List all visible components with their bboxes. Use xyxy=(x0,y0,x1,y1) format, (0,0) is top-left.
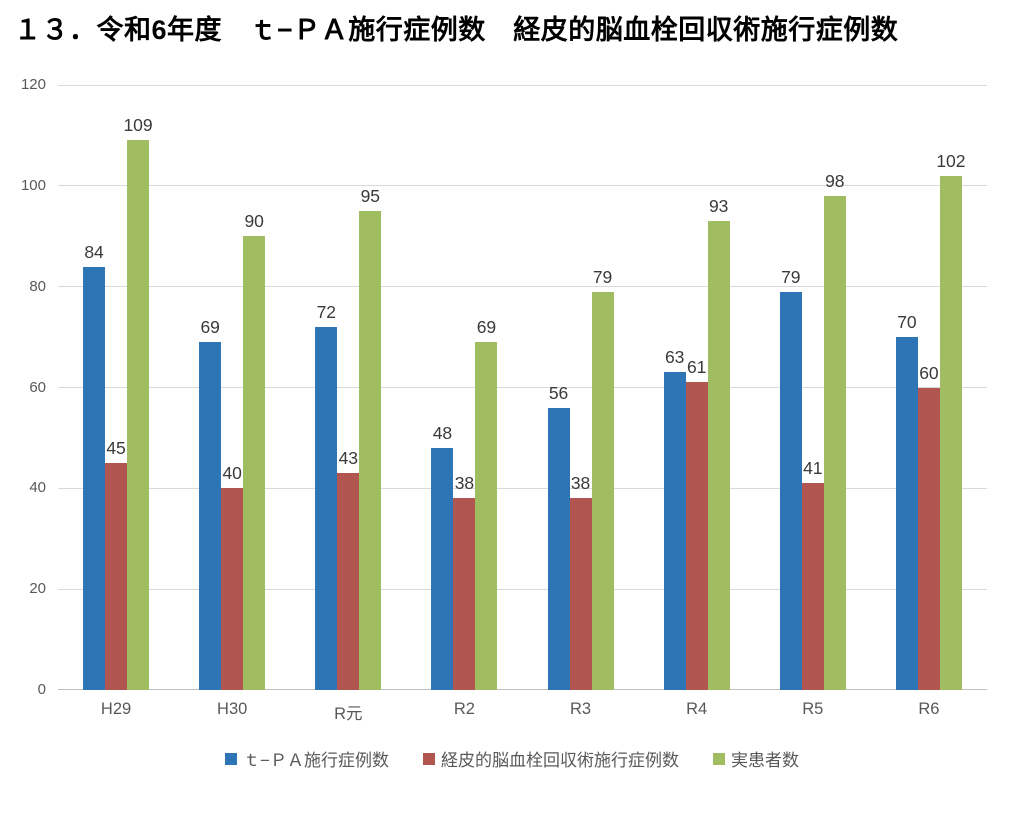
legend-item-series2: 経皮的脳血栓回収術施行症例数 xyxy=(422,746,679,771)
legend-swatch-icon xyxy=(225,752,238,765)
bar-series3-H30 xyxy=(243,236,266,690)
bar-value-label: 61 xyxy=(686,357,707,378)
bar-value-label: 56 xyxy=(548,382,569,403)
bar-value-label: 60 xyxy=(919,362,939,383)
legend-label: ｔ−ＰＡ施行症例数 xyxy=(243,751,389,770)
x-axis-category-label: R元 xyxy=(334,705,363,723)
bar-series3-R3 xyxy=(591,291,614,690)
bar-series2-R4 xyxy=(685,382,708,690)
bar-value-label: 70 xyxy=(897,312,917,333)
bar-series3-H29 xyxy=(127,140,150,690)
bar-series2-H29 xyxy=(105,463,128,690)
x-axis: H29 H30 R元 R2 R3 R4 R5 R6 xyxy=(58,700,987,724)
x-axis-category-label: R6 xyxy=(918,700,940,718)
bar-value-label: 38 xyxy=(454,473,475,494)
bar-value-label: 41 xyxy=(803,458,823,479)
bar-value-label: 90 xyxy=(244,211,264,232)
gridline-60 xyxy=(58,387,987,388)
bar-series3-R元 xyxy=(359,211,382,690)
bar-value-label: 40 xyxy=(222,463,242,484)
bar-series3-R4 xyxy=(707,221,730,690)
bar-series3-R2 xyxy=(475,342,498,690)
legend-swatch-icon xyxy=(422,752,435,765)
legend-item-series3: 実患者数 xyxy=(712,746,799,771)
gridline-120 xyxy=(58,84,987,86)
bar-series1-H30 xyxy=(199,342,222,690)
bar-value-label: 93 xyxy=(708,196,729,217)
bar-value-label: 79 xyxy=(781,266,801,287)
bar-value-label: 43 xyxy=(338,448,359,469)
bar-value-label: 63 xyxy=(664,347,685,368)
y-axis-tick-label: 80 xyxy=(29,277,46,295)
bar-series1-H29 xyxy=(83,266,106,690)
legend-swatch-icon xyxy=(712,752,725,765)
bar-series1-R元 xyxy=(315,327,338,690)
bar-value-label: 109 xyxy=(123,115,153,136)
gridline-0 xyxy=(58,689,987,690)
bar-series1-R4 xyxy=(663,372,686,690)
bar-value-label: 72 xyxy=(316,302,337,322)
bar-value-label: 102 xyxy=(936,150,966,171)
x-axis-category-label: H29 xyxy=(100,700,132,718)
bar-value-label: 69 xyxy=(476,317,497,338)
legend-label: 経皮的脳血栓回収術施行症例数 xyxy=(440,751,679,770)
bar-series1-R6 xyxy=(895,337,918,690)
bar-series2-R3 xyxy=(569,498,592,690)
y-axis-tick-label: 60 xyxy=(29,378,46,396)
gridline-40 xyxy=(58,487,987,489)
y-axis-tick-label: 120 xyxy=(20,76,46,93)
bar-series1-R2 xyxy=(431,448,454,690)
x-axis-category-label: R2 xyxy=(453,700,475,718)
bar-series2-R元 xyxy=(337,473,360,690)
bar-value-label: 69 xyxy=(200,317,220,338)
legend-label: 実患者数 xyxy=(730,751,799,770)
x-axis-category-label: H30 xyxy=(217,700,248,718)
bar-series3-R6 xyxy=(939,175,962,690)
bar-value-label: 98 xyxy=(825,170,845,191)
y-axis-tick-label: 20 xyxy=(29,580,46,598)
x-axis-category-label: R3 xyxy=(570,700,592,718)
bar-series1-R5 xyxy=(779,291,802,690)
bar-series2-R6 xyxy=(917,387,940,690)
bar-value-label: 95 xyxy=(360,186,381,207)
bar-series2-R5 xyxy=(801,483,824,690)
y-axis-tick-label: 0 xyxy=(37,681,46,698)
y-axis-tick-label: 100 xyxy=(20,176,46,194)
bar-value-label: 84 xyxy=(84,241,104,262)
bar-value-label: 79 xyxy=(592,266,613,287)
bar-series3-R5 xyxy=(823,195,846,690)
chart-title: １３．令和6年度 ｔ−ＰＡ施行症例数 経皮的脳血栓回収術施行症例数 xyxy=(14,15,899,45)
gridline-100 xyxy=(58,185,987,187)
bar-value-label: 48 xyxy=(432,423,453,443)
plot-area: 84 45 109 69 40 90 72 43 95 48 38 69 56 38 79 63 61 93 79 4… xyxy=(58,84,987,690)
gridline-80 xyxy=(58,286,987,288)
legend: ｔ−ＰＡ施行症例数 経皮的脳血栓回収術施行症例数 実患者数 xyxy=(0,746,1024,771)
x-axis-category-label: R5 xyxy=(802,700,824,718)
bar-value-label: 38 xyxy=(570,473,591,494)
gridline-20 xyxy=(58,588,987,590)
x-axis-category-label: R4 xyxy=(686,700,708,718)
bar-value-label: 45 xyxy=(106,438,126,459)
bar-series1-R3 xyxy=(547,407,570,690)
legend-item-series1: ｔ−ＰＡ施行症例数 xyxy=(225,746,389,771)
y-axis-tick-label: 40 xyxy=(29,479,46,497)
bar-series2-H30 xyxy=(221,488,244,690)
bar-series2-R2 xyxy=(453,498,476,690)
